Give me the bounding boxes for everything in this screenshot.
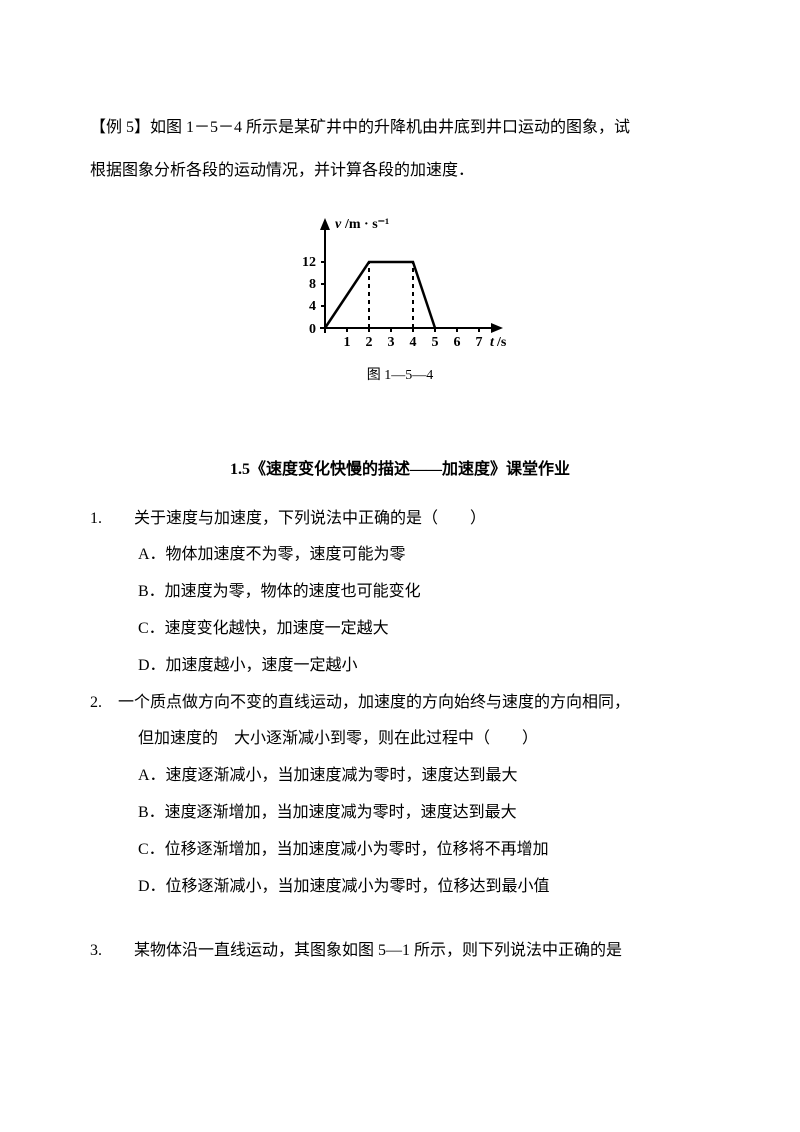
q2-stem1: 2. 一个质点做方向不变的直线运动，加速度的方向始终与速度的方向相同， — [90, 685, 710, 722]
q2-num: 2. — [90, 694, 102, 711]
q2-opt-d: D．位移逐渐减小，当加速度减小为零时，位移达到最小值 — [90, 869, 710, 906]
svg-text:/s: /s — [496, 335, 507, 350]
q2-stem2: 但加速度的 大小逐渐减小到零，则在此过程中（ ） — [90, 721, 710, 758]
figure-caption: 图 1—5—4 — [90, 360, 710, 392]
svg-text:5: 5 — [432, 335, 439, 350]
svg-text:2: 2 — [366, 335, 373, 350]
svg-text:1: 1 — [344, 335, 351, 350]
svg-text:4: 4 — [309, 299, 316, 314]
svg-text:/m · s⁻¹: /m · s⁻¹ — [344, 217, 389, 232]
q1-opt-d: D．加速度越小，速度一定越小 — [90, 648, 710, 685]
q3-stem: 3. 某物体沿一直线运动，其图象如图 5—1 所示，则下列说法中正确的是 — [90, 933, 710, 970]
q1-num: 1. — [90, 510, 102, 527]
svg-text:v: v — [335, 217, 342, 232]
svg-text:6: 6 — [454, 335, 461, 350]
svg-text:3: 3 — [388, 335, 395, 350]
q2-opt-c: C．位移逐渐增加，当加速度减小为零时，位移将不再增加 — [90, 832, 710, 869]
q1-opt-c: C．速度变化越快，加速度一定越大 — [90, 611, 710, 648]
q1-opt-b: B．加速度为零，物体的速度也可能变化 — [90, 574, 710, 611]
svg-text:8: 8 — [309, 277, 316, 292]
svg-text:7: 7 — [476, 335, 483, 350]
section-title: 1.5《速度变化快慢的描述——加速度》课堂作业 — [90, 452, 710, 489]
q2-opt-b: B．速度逐渐增加，当加速度减为零时，速度达到最大 — [90, 795, 710, 832]
q1-stem: 1. 关于速度与加速度，下列说法中正确的是（ ） — [90, 501, 710, 538]
q3-num: 3. — [90, 942, 102, 959]
svg-text:4: 4 — [410, 335, 417, 350]
svg-text:12: 12 — [302, 255, 316, 270]
q2-opt-a: A．速度逐渐减小，当加速度减为零时，速度达到最大 — [90, 758, 710, 795]
figure-1-5-4: 0 4 8 12 1 2 3 4 5 6 7 v /m · s⁻¹ t /s 图… — [90, 208, 710, 392]
vt-graph: 0 4 8 12 1 2 3 4 5 6 7 v /m · s⁻¹ t /s — [280, 208, 520, 358]
svg-text:t: t — [490, 335, 495, 350]
svg-text:0: 0 — [309, 322, 316, 337]
q1-opt-a: A．物体加速度不为零，速度可能为零 — [90, 537, 710, 574]
example5-line1: 【例 5】如图 1－5－4 所示是某矿井中的升降机由井底到井口运动的图象，试 — [90, 110, 710, 147]
example5-line2: 根据图象分析各段的运动情况，并计算各段的加速度． — [90, 153, 710, 190]
